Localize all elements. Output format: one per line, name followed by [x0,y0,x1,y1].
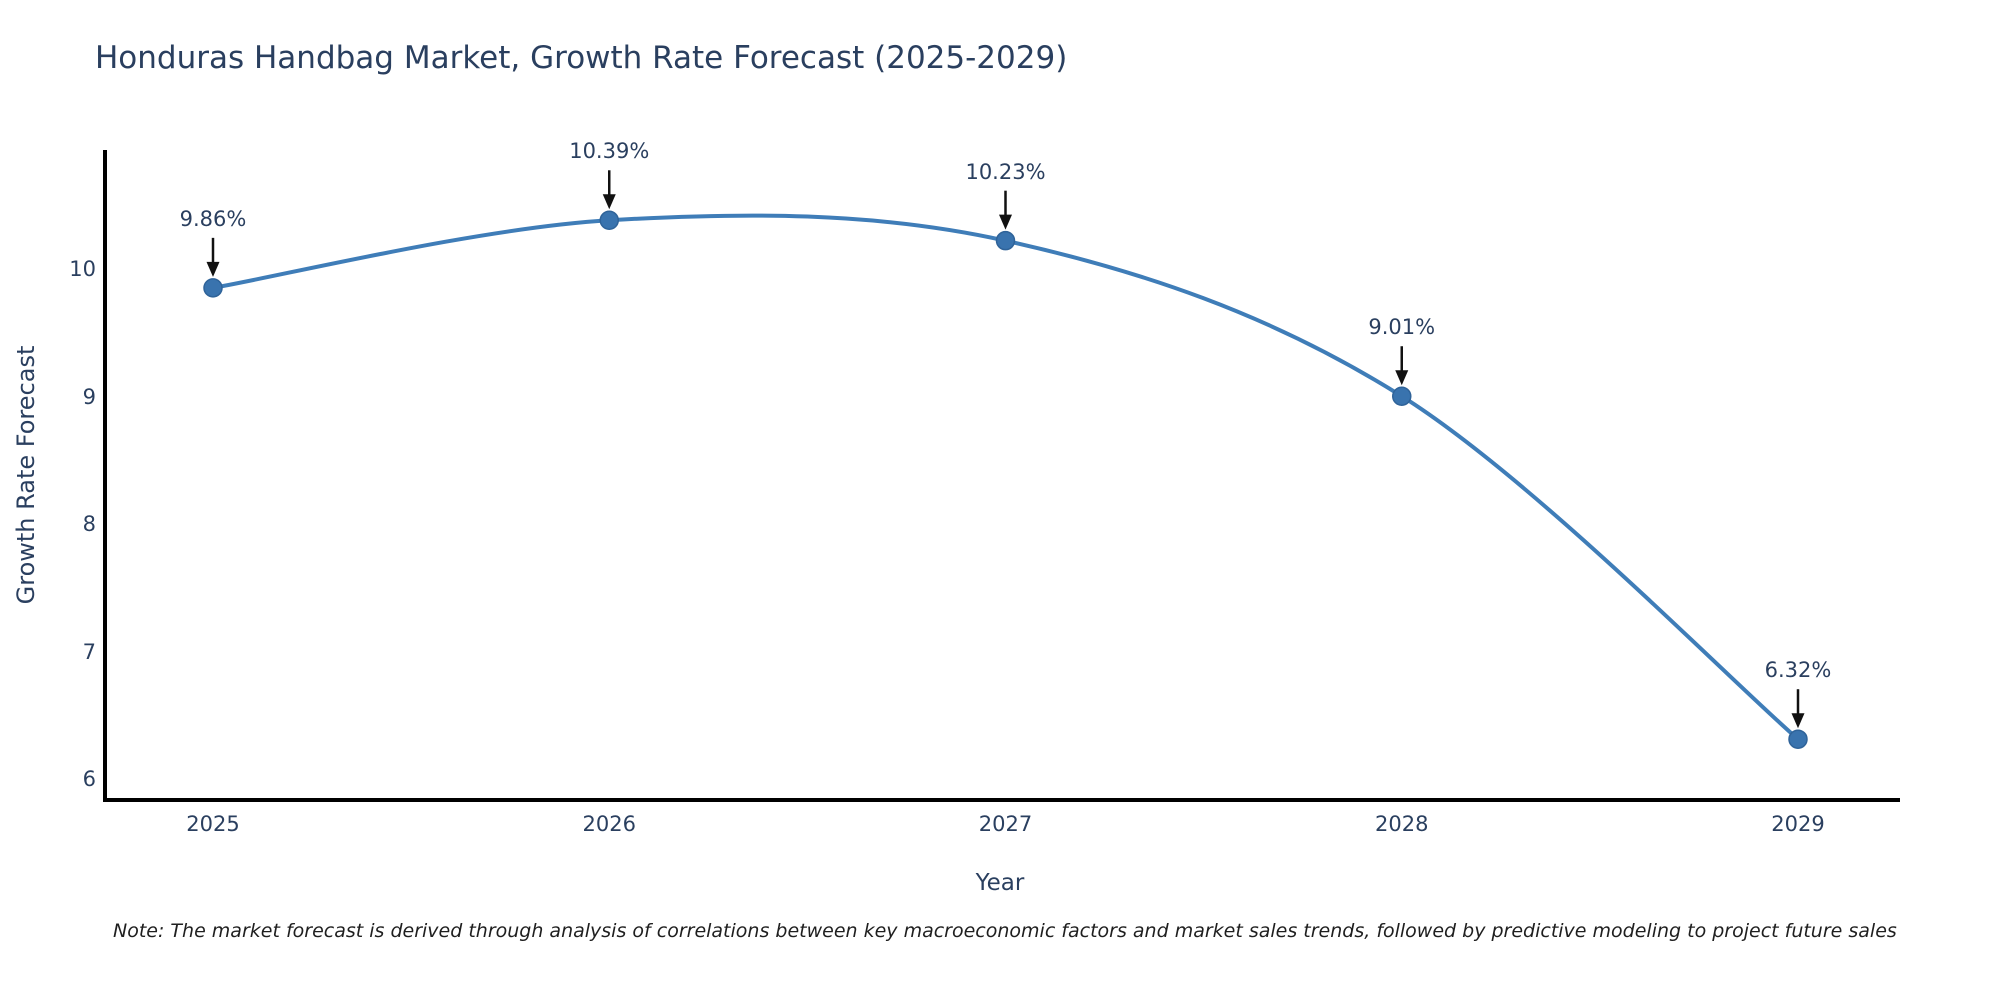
x-tick-label: 2028 [1375,812,1429,836]
data-point-marker [995,230,1016,251]
data-point-label: 10.39% [569,139,650,164]
data-point-label: 9.86% [179,206,247,231]
x-tick-label: 2026 [582,812,636,836]
chart-title: Honduras Handbag Market, Growth Rate For… [95,40,1068,76]
data-point-marker [203,278,223,298]
annotation-arrow-head [602,194,616,210]
annotation-arrow-head [206,261,220,277]
x-tick-label: 2029 [1771,812,1825,836]
annotation-arrow-head [999,214,1012,230]
y-tick-label: 10 [69,257,96,281]
y-tick-label: 8 [82,512,96,536]
y-axis-title: Growth Rate Forecast [12,345,40,605]
data-point-label: 10.23% [965,159,1046,184]
forecast-line [211,213,1800,742]
data-point-marker [1788,729,1808,749]
data-point-marker [599,210,619,231]
annotation-arrow-head [1395,370,1409,386]
x-tick-label: 2027 [978,812,1033,836]
x-axis-title: Year [975,870,1025,896]
y-tick-label: 9 [82,384,96,409]
y-tick-label: 7 [82,639,96,664]
data-point-marker [1392,386,1412,406]
x-tick-label: 2025 [186,812,240,836]
footnote: Note: The market forecast is derived thr… [113,920,1897,942]
data-point-label: 6.32% [1764,658,1832,683]
y-tick-label: 6 [82,767,96,791]
data-point-label: 9.01% [1368,315,1436,340]
annotation-arrow-head [1791,713,1805,729]
